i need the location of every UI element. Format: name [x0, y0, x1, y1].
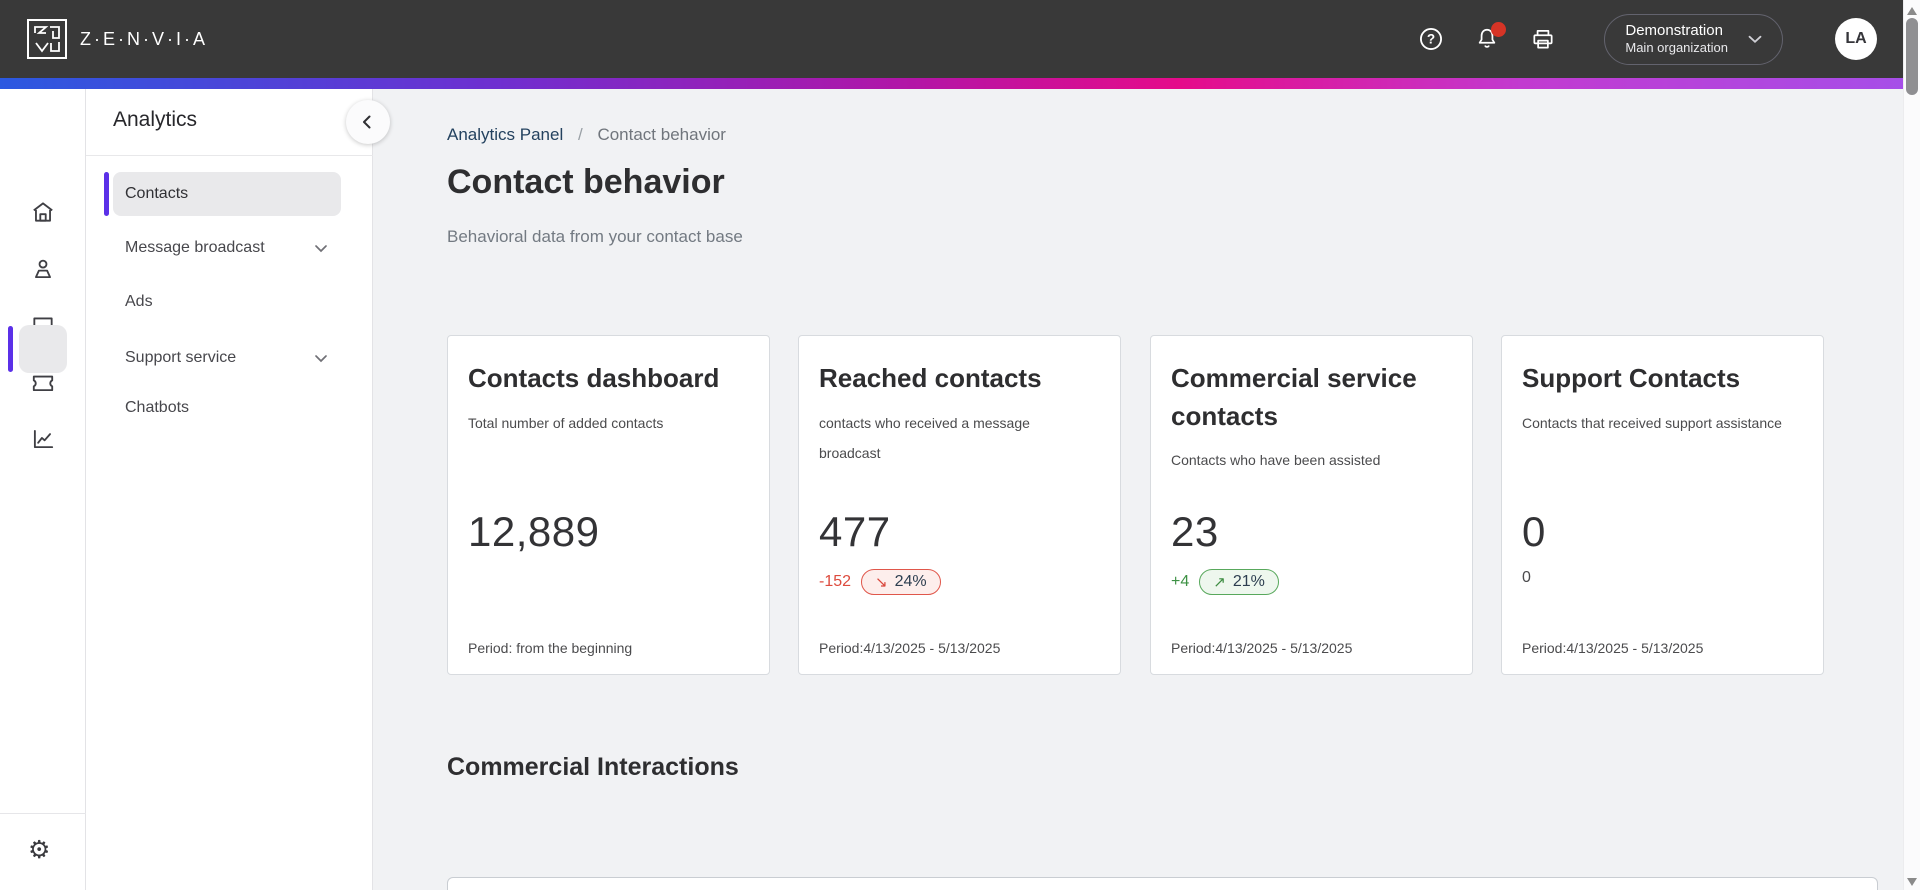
card-period: Period:4/13/2025 - 5/13/2025: [1171, 640, 1353, 656]
card-value: 23: [1171, 508, 1219, 555]
organization-name: Demonstration: [1625, 21, 1723, 39]
card-description: Contacts who have been assisted: [1171, 452, 1381, 469]
sidebar-divider: [86, 155, 373, 156]
card-delta-row: -152 ↘ 24%: [819, 569, 941, 595]
help-icon[interactable]: ?: [1418, 26, 1444, 52]
analytics-sidebar: Analytics Contacts Message broadcast Ads…: [86, 89, 373, 890]
brand[interactable]: Z·E·N·V·I·A: [26, 18, 208, 60]
card-title: Support Contacts: [1522, 363, 1741, 393]
trend-up-arrow-icon: ↗: [1213, 574, 1226, 591]
chevron-down-icon: [311, 238, 331, 258]
card-delta-row: 0: [1522, 569, 1531, 587]
main-content: Analytics Panel / Contact behavior Conta…: [373, 89, 1903, 890]
brand-name: Z·E·N·V·I·A: [80, 28, 208, 49]
active-rail-item-background: [19, 325, 67, 373]
chevron-down-icon: [1744, 28, 1766, 50]
sidebar-item-label: Support service: [125, 349, 237, 366]
card-delta-row: +4 ↗ 21%: [1171, 569, 1279, 595]
card-contacts-dashboard: Contacts dashboard Total number of added…: [447, 335, 770, 675]
organization-subtitle: Main organization: [1625, 40, 1728, 56]
card-description: Total number of added contacts: [468, 414, 664, 431]
card-period: Period:4/13/2025 - 5/13/2025: [1522, 640, 1704, 656]
home-icon[interactable]: [30, 199, 56, 225]
card-value: 0: [1522, 508, 1546, 555]
delta-value: +4: [1171, 573, 1190, 590]
notification-dot: [1491, 22, 1507, 37]
card-period: Period: from the beginning: [468, 640, 633, 656]
chevron-down-icon: [311, 348, 331, 368]
active-nav-indicator: [104, 172, 109, 216]
sidebar-item-label: Ads: [125, 293, 153, 310]
delta-value: -152: [819, 573, 852, 590]
sidebar-title: Analytics: [113, 108, 198, 131]
sidebar-item-label: Message broadcast: [125, 239, 265, 256]
rail-divider: [0, 813, 86, 814]
sidebar-item-support-service[interactable]: Support service: [113, 336, 341, 380]
breadcrumb: Analytics Panel / Contact behavior: [447, 125, 726, 145]
card-reached-contacts: Reached contacts contacts who received a…: [798, 335, 1121, 675]
sidebar-item-chatbots[interactable]: Chatbots: [113, 386, 341, 430]
sidebar-item-label: Contacts: [125, 185, 189, 202]
delta-value: 0: [1522, 569, 1531, 586]
card-title: Contacts dashboard: [468, 363, 720, 393]
commercial-interactions-card: [447, 877, 1878, 890]
scrollbar-thumb[interactable]: [1906, 18, 1918, 95]
card-title: Reached contacts: [819, 363, 1042, 393]
sidebar-item-message-broadcast[interactable]: Message broadcast: [113, 226, 341, 270]
sidebar-item-ads[interactable]: Ads: [113, 280, 341, 324]
user-avatar[interactable]: LA: [1835, 18, 1877, 60]
contacts-icon[interactable]: [30, 256, 56, 282]
trend-down-arrow-icon: ↘: [875, 574, 888, 591]
card-value: 12,889: [468, 508, 600, 555]
icon-rail: ⚙: [0, 89, 86, 890]
trend-percent: 24%: [894, 573, 927, 590]
section-title-commercial-interactions: Commercial Interactions: [447, 753, 739, 781]
card-value: 477: [819, 508, 891, 555]
zenvia-logo-icon: [26, 18, 68, 60]
card-description: contacts who received a message broadcas…: [819, 414, 1030, 461]
active-rail-indicator: [8, 326, 13, 372]
notifications-bell-icon[interactable]: [1474, 22, 1507, 52]
ticket-icon[interactable]: [30, 369, 56, 395]
printer-icon[interactable]: [1530, 26, 1556, 52]
top-bar: Z·E·N·V·I·A ? Demonstration: [0, 0, 1903, 78]
trend-badge-positive: ↗ 21%: [1199, 569, 1279, 595]
trend-percent: 21%: [1232, 573, 1265, 590]
sidebar-collapse-button[interactable]: [346, 100, 390, 144]
settings-gear-icon[interactable]: ⚙: [28, 835, 51, 864]
card-description: Contacts that received support assistanc…: [1522, 414, 1782, 431]
sidebar-item-label: Chatbots: [125, 399, 190, 416]
organization-selector[interactable]: Demonstration Main organization: [1604, 13, 1783, 65]
page-subtitle: Behavioral data from your contact base: [447, 227, 743, 246]
svg-text:?: ?: [1427, 32, 1435, 47]
scroll-up-arrow[interactable]: [1907, 7, 1917, 15]
breadcrumb-separator: /: [577, 125, 583, 144]
card-support-contacts: Support Contacts Contacts that received …: [1501, 335, 1824, 675]
page-scrollbar[interactable]: [1903, 0, 1920, 890]
sidebar-item-contacts[interactable]: Contacts: [113, 172, 341, 216]
card-commercial-service-contacts: Commercial service contacts Contacts who…: [1150, 335, 1473, 675]
breadcrumb-analytics-panel[interactable]: Analytics Panel: [447, 125, 564, 144]
scroll-down-arrow[interactable]: [1907, 878, 1917, 886]
chevron-left-icon: [356, 110, 380, 134]
page-title: Contact behavior: [447, 163, 725, 201]
card-title: Commercial service contacts: [1171, 363, 1417, 431]
card-period: Period:4/13/2025 - 5/13/2025: [819, 640, 1001, 656]
analytics-icon[interactable]: [30, 426, 56, 452]
breadcrumb-current: Contact behavior: [597, 125, 726, 144]
brand-gradient-bar: [0, 78, 1903, 89]
trend-badge-negative: ↘ 24%: [861, 569, 941, 595]
